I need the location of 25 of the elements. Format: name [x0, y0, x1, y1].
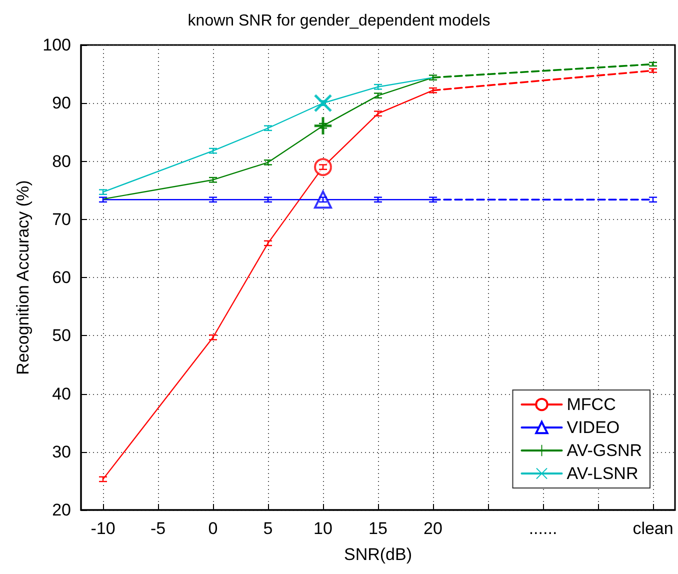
y-tick-label: 80	[52, 152, 71, 171]
y-tick-label: 40	[52, 384, 71, 404]
legend-label: VIDEO	[566, 418, 620, 437]
x-tick-label: clean	[632, 519, 674, 538]
x-tick-label: -10	[90, 519, 116, 538]
y-axis-title: Recognition Accuracy (%)	[14, 180, 33, 375]
x-tick-label: ......	[528, 519, 558, 538]
y-tick-label: 100	[42, 36, 71, 54]
x-tick-label: 10	[314, 519, 332, 538]
x-tick-label: 5	[263, 519, 273, 538]
y-tick-label: 60	[52, 268, 71, 287]
x-axis-title: SNR(dB)	[344, 545, 412, 564]
y-tick-label: 70	[52, 210, 71, 229]
chart-title: known SNR for gender_dependent models	[188, 12, 490, 30]
x-tick-label: -5	[150, 519, 166, 538]
x-tick-label: 0	[208, 519, 218, 538]
legend-label: MFCC	[566, 395, 616, 414]
legend-label: AV-LSNR	[566, 464, 638, 483]
x-tick-label: 20	[424, 519, 442, 538]
x-tick-label: 15	[368, 519, 388, 538]
legend-label: AV-GSNR	[566, 441, 642, 460]
y-tick-label: 30	[52, 442, 71, 462]
y-tick-label: 90	[52, 94, 71, 113]
y-tick-label: 20	[52, 500, 71, 520]
y-tick-label: 50	[52, 326, 71, 346]
